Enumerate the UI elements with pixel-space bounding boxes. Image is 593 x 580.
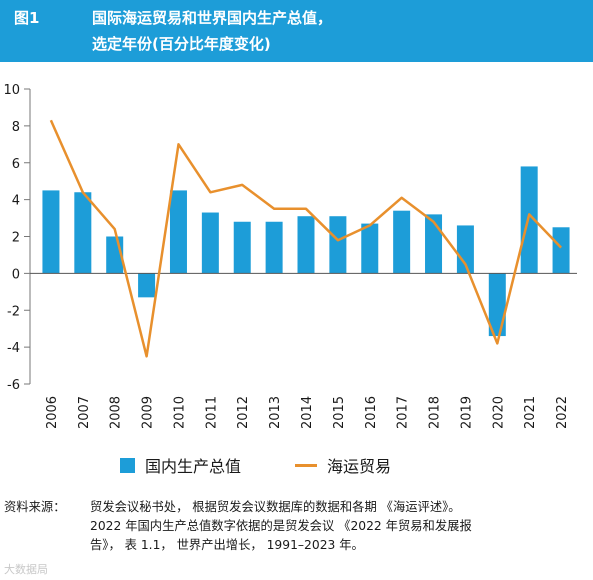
gdp-bar — [42, 190, 60, 274]
legend-item-trade: 海运贸易 — [295, 453, 391, 477]
x-tick-label: 2011 — [204, 396, 219, 429]
gdp-bar — [456, 225, 474, 274]
x-tick-label: 2021 — [523, 396, 538, 429]
chart-title-line-1: 国际海运贸易和世界国内生产总值， — [92, 9, 333, 27]
x-tick-label: 2014 — [300, 396, 315, 429]
x-tick-label: 2007 — [77, 396, 92, 429]
source-text-line-1: 贸发会议秘书处， 根据贸发会议数据库的数据和各期 《海运评述》。 — [90, 500, 461, 514]
y-tick-label: 4 — [12, 194, 20, 209]
gdp-bar — [201, 212, 219, 274]
legend-bar-swatch — [120, 457, 135, 473]
source-label: 资料来源： — [4, 500, 66, 514]
gdp-bar — [329, 216, 347, 274]
chart-title-line-2: 选定年份(百分比年度变化) — [92, 35, 271, 53]
y-tick-label: -4 — [7, 341, 20, 356]
legend-line-swatch — [295, 463, 317, 467]
y-tick-label: 10 — [3, 83, 20, 98]
figure-header: 图1 国际海运贸易和世界国内生产总值， 选定年份(百分比年度变化) — [0, 0, 593, 62]
x-tick-label: 2012 — [236, 396, 251, 429]
y-axis: 10 8 6 4 2 0 -2 -4 -6 — [3, 83, 31, 393]
gdp-bar — [552, 227, 570, 274]
legend: 国内生产总值 海运贸易 — [120, 453, 500, 477]
x-tick-label: 2013 — [268, 396, 283, 429]
gdp-bar — [361, 223, 379, 274]
figure-label: 图1 — [14, 9, 40, 27]
x-tick-label: 2018 — [428, 396, 443, 429]
x-tick-label: 2016 — [364, 396, 379, 429]
x-tick-label: 2009 — [141, 396, 156, 429]
source-text-line-2: 2022 年国内生产总值数字依据的是贸发会议 《2022 年贸易和发展报 — [90, 519, 472, 533]
x-tick-label: 2006 — [45, 396, 60, 429]
gdp-bars — [42, 166, 570, 337]
gdp-bar — [74, 192, 92, 274]
x-axis: 2006 2007 2008 2009 2010 2011 2012 2013 2014 2015… — [45, 396, 570, 429]
x-tick-label: 2008 — [109, 396, 124, 429]
y-tick-label: 0 — [12, 267, 20, 282]
gdp-bar — [393, 210, 411, 274]
y-tick-label: -2 — [7, 304, 20, 319]
y-tick-label: 2 — [12, 231, 20, 246]
gdp-bar — [488, 273, 506, 337]
y-tick-label: 8 — [12, 120, 20, 135]
source-text-line-3: 告》， 表 1.1， 世界产出增长， 1991–2023 年。 — [90, 538, 364, 552]
gdp-bar — [265, 221, 283, 274]
trade-line — [49, 119, 563, 358]
x-tick-label: 2019 — [459, 396, 474, 429]
legend-item-gdp: 国内生产总值 — [120, 453, 241, 477]
y-tick-label: -6 — [7, 378, 20, 393]
legend-label-trade: 海运贸易 — [327, 457, 392, 476]
gdp-bar — [169, 190, 187, 274]
x-tick-label: 2010 — [172, 396, 187, 429]
gdp-bar — [520, 166, 538, 274]
gdp-bar — [297, 216, 315, 274]
x-tick-label: 2020 — [491, 396, 506, 429]
watermark: 大数据局 — [4, 563, 48, 576]
x-tick-label: 2022 — [555, 396, 570, 429]
x-tick-label: 2015 — [332, 396, 347, 429]
y-tick-label: 6 — [12, 157, 20, 172]
trade-line-series — [49, 119, 563, 358]
legend-label-gdp: 国内生产总值 — [145, 457, 242, 476]
gdp-bar — [233, 221, 251, 274]
gdp-bar — [138, 273, 156, 298]
x-tick-label: 2017 — [396, 396, 411, 429]
